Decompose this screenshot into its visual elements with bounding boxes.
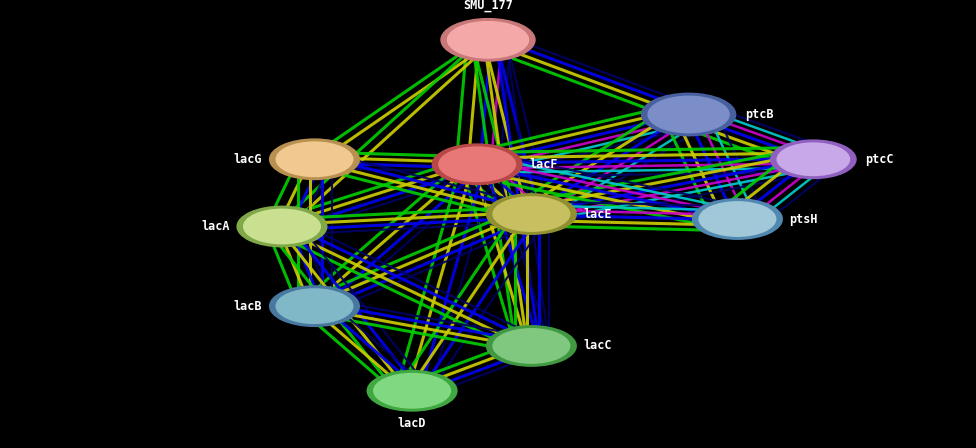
Circle shape	[770, 139, 857, 179]
Text: lacB: lacB	[234, 300, 263, 313]
Circle shape	[275, 288, 353, 324]
Text: lacD: lacD	[398, 417, 427, 430]
Text: lacE: lacE	[584, 207, 612, 220]
Circle shape	[236, 206, 328, 247]
Text: lacC: lacC	[584, 340, 612, 353]
Circle shape	[447, 21, 529, 59]
Circle shape	[647, 95, 730, 134]
Circle shape	[699, 201, 777, 237]
Text: lacG: lacG	[234, 153, 263, 166]
Text: lacF: lacF	[529, 158, 557, 171]
Circle shape	[777, 142, 850, 176]
Circle shape	[438, 146, 516, 182]
Text: ptsH: ptsH	[790, 212, 818, 225]
Circle shape	[367, 370, 458, 412]
Text: ptcB: ptcB	[745, 108, 774, 121]
Circle shape	[486, 193, 577, 235]
Circle shape	[269, 285, 360, 327]
Circle shape	[492, 196, 570, 232]
Circle shape	[440, 18, 536, 62]
Circle shape	[692, 198, 783, 240]
Text: lacA: lacA	[201, 220, 230, 233]
Circle shape	[492, 328, 570, 364]
Circle shape	[373, 373, 451, 409]
Text: SMU_177: SMU_177	[463, 0, 513, 13]
Circle shape	[269, 138, 360, 180]
Circle shape	[275, 142, 353, 177]
Circle shape	[243, 209, 321, 245]
Circle shape	[486, 325, 577, 367]
Text: ptcC: ptcC	[866, 153, 894, 166]
Circle shape	[641, 93, 736, 136]
Circle shape	[431, 143, 523, 185]
